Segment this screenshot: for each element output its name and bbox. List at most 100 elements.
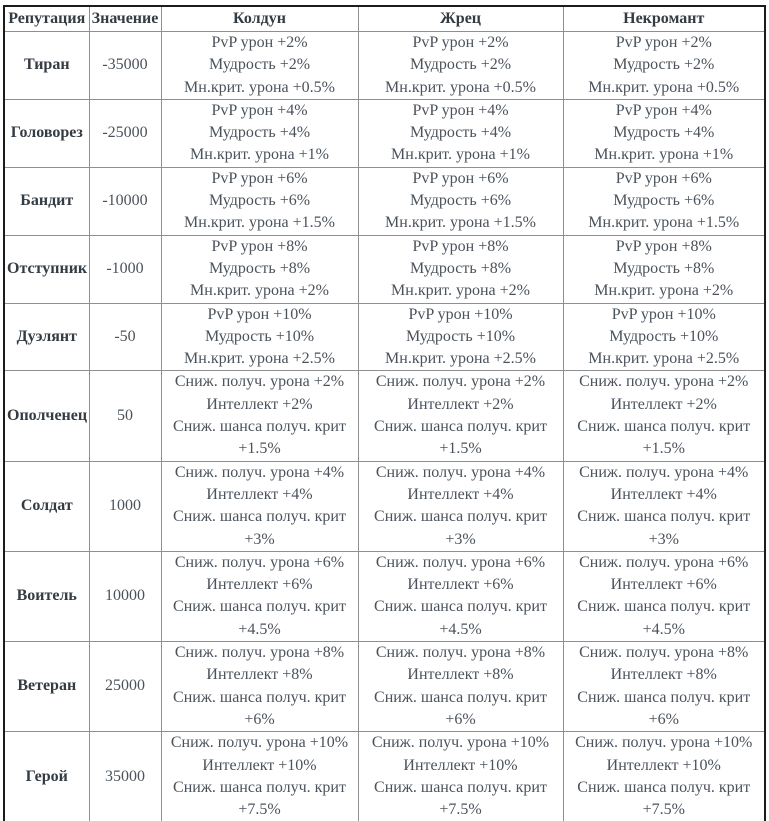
bonus-line: Интеллект +6% <box>407 576 514 594</box>
bonus-line: +3% <box>445 530 476 548</box>
bonus-line: Сниж. шанса получ. крит <box>173 418 346 436</box>
bonus-line: Сниж. получ. урона +2% <box>579 373 749 391</box>
class-bonus-cell: Сниж. получ. урона +10% Интеллект +10% Сни… <box>562 731 766 821</box>
class-bonus-cell: PvP урон +4% Мудрость +4% Мн.крит. урона +… <box>562 98 766 168</box>
bonus-line: Сниж. шанса получ. крит <box>577 598 751 616</box>
bonus-line: PvP урон +8% <box>412 237 509 255</box>
column-header: Некромант <box>562 5 766 32</box>
table-body: Тиран -35000 PvP урон +2% Мудрость +2% Мн.кр… <box>3 31 766 821</box>
bonus-line: PvP урон +4% <box>412 101 509 119</box>
bonus-line: Сниж. получ. урона +6% <box>375 553 546 571</box>
bonus-line: Мудрость +4% <box>613 124 715 142</box>
bonus-line: Мн.крит. урона +2.5% <box>385 350 536 368</box>
class-bonus-cell: PvP урон +8% Мудрость +8% Мн.крит. урона +… <box>160 234 359 304</box>
bonus-line: Мудрость +4% <box>409 124 512 142</box>
class-bonus-cell: PvP урон +6% Мудрость +6% Мн.крит. урона +… <box>357 166 564 236</box>
class-bonus-cell: Сниж. получ. урона +6% Интеллект +6% Сниж.… <box>357 550 564 643</box>
bonus-line: Мн.крит. урона +2.5% <box>588 350 740 368</box>
class-bonus-cell: PvP урон +2% Мудрость +2% Мн.крит. урона +… <box>562 31 766 100</box>
bonus-line: +4.5% <box>238 620 281 638</box>
table-row: Ветеран 25000 Сниж. получ. урона +8% Интелл… <box>3 641 766 733</box>
bonus-line: Мн.крит. урона +1.5% <box>385 214 536 232</box>
reputation-name: Отступник <box>3 234 90 304</box>
reputation-value: 35000 <box>88 731 162 821</box>
bonus-line: Мудрость +10% <box>609 327 719 345</box>
bonus-line: +1.5% <box>642 440 685 458</box>
class-bonus-cell: Сниж. получ. урона +4% Интеллект +4% Сниж.… <box>562 460 766 552</box>
bonus-line: Мудрость +8% <box>613 259 715 277</box>
column-header: Значение <box>88 5 162 32</box>
bonus-line: Мудрость +4% <box>208 124 311 142</box>
bonus-line: PvP урон +10% <box>611 305 716 323</box>
bonus-line: Сниж. получ. урона +4% <box>579 463 749 481</box>
class-bonus-cell: Сниж. получ. урона +10% Интеллект +10% Сни… <box>357 731 564 821</box>
class-bonus-cell: Сниж. получ. урона +2% Интеллект +2% Сниж.… <box>357 370 564 462</box>
bonus-line: +7.5% <box>439 801 482 819</box>
table-row: Воитель 10000 Сниж. получ. урона +6% Интелл… <box>3 550 766 643</box>
class-bonus-cell: Сниж. получ. урона +4% Интеллект +4% Сниж.… <box>357 460 564 552</box>
bonus-line: PvP урон +2% <box>615 34 712 51</box>
bonus-line: Интеллект +2% <box>206 395 313 413</box>
bonus-line: +1.5% <box>439 440 482 458</box>
bonus-line: Сниж. шанса получ. крит <box>173 598 346 616</box>
reputation-value: -50 <box>88 302 162 372</box>
reputation-table: Репутация Значение Колдун Жрец Некромант Тир… <box>3 5 766 821</box>
bonus-line: Мудрость +8% <box>208 259 311 277</box>
bonus-line: +3% <box>244 530 275 548</box>
class-bonus-cell: Сниж. получ. урона +6% Интеллект +6% Сниж.… <box>562 550 766 643</box>
bonus-line: PvP урон +2% <box>211 34 308 51</box>
bonus-line: Сниж. получ. урона +2% <box>375 373 546 391</box>
bonus-line: Интеллект +2% <box>407 395 514 413</box>
class-bonus-cell: Сниж. получ. урона +8% Интеллект +8% Сниж.… <box>562 641 766 733</box>
bonus-line: Интеллект +10% <box>606 756 721 774</box>
table-row: Дуэлянт -50 PvP урон +10% Мудрость +10% Мн.к… <box>3 302 766 372</box>
class-bonus-cell: Сниж. получ. урона +2% Интеллект +2% Сниж.… <box>562 370 766 462</box>
bonus-line: Мудрость +6% <box>613 192 715 210</box>
bonus-line: +6% <box>244 710 275 728</box>
class-bonus-cell: PvP урон +8% Мудрость +8% Мн.крит. урона +… <box>562 234 766 304</box>
bonus-line: Сниж. получ. урона +6% <box>579 553 749 571</box>
bonus-line: PvP урон +4% <box>615 101 712 119</box>
class-bonus-cell: Сниж. получ. урона +6% Интеллект +6% Сниж.… <box>160 550 359 643</box>
bonus-line: Сниж. шанса получ. крит <box>374 598 547 616</box>
bonus-line: Мн.крит. урона +1.5% <box>588 214 740 232</box>
bonus-line: Мудрость +2% <box>208 56 311 74</box>
bonus-line: Мн.крит. урона +0.5% <box>588 78 740 96</box>
bonus-line: Сниж. получ. урона +10% <box>371 734 550 752</box>
bonus-line: +6% <box>445 710 476 728</box>
bonus-line: Мудрость +2% <box>409 56 512 74</box>
bonus-line: Мн.крит. урона +1% <box>190 146 329 164</box>
bonus-line: Сниж. шанса получ. крит <box>173 688 346 706</box>
bonus-line: Интеллект +6% <box>610 576 717 594</box>
reputation-name: Воитель <box>3 550 90 643</box>
bonus-line: Сниж. получ. урона +10% <box>170 734 349 752</box>
bonus-line: Сниж. получ. урона +4% <box>375 463 546 481</box>
table-row: Ополченец 50 Сниж. получ. урона +2% Интелле… <box>3 370 766 462</box>
bonus-line: Интеллект +2% <box>610 395 717 413</box>
bonus-line: Сниж. шанса получ. крит <box>374 778 547 796</box>
bonus-line: Сниж. шанса получ. крит <box>173 778 346 796</box>
bonus-line: +7.5% <box>238 801 281 819</box>
bonus-line: Мн.крит. урона +1% <box>594 146 734 164</box>
class-bonus-cell: PvP урон +6% Мудрость +6% Мн.крит. урона +… <box>160 166 359 236</box>
bonus-line: PvP урон +6% <box>615 169 712 187</box>
bonus-line: Сниж. шанса получ. крит <box>577 688 751 706</box>
bonus-line: Мудрость +8% <box>409 259 512 277</box>
bonus-line: Мн.крит. урона +0.5% <box>385 78 536 96</box>
table-row: Тиран -35000 PvP урон +2% Мудрость +2% Мн.кр… <box>3 31 766 100</box>
bonus-line: Мн.крит. урона +2% <box>391 282 530 300</box>
class-bonus-cell: PvP урон +10% Мудрость +10% Мн.крит. урона… <box>160 302 359 372</box>
bonus-line: Мн.крит. урона +2.5% <box>184 350 335 368</box>
bonus-line: +6% <box>648 710 679 728</box>
bonus-line: PvP урон +8% <box>211 237 308 255</box>
bonus-line: +7.5% <box>642 801 685 819</box>
class-bonus-cell: PvP урон +6% Мудрость +6% Мн.крит. урона +… <box>562 166 766 236</box>
bonus-line: Мн.крит. урона +0.5% <box>184 78 335 96</box>
bonus-line: Мудрость +10% <box>405 327 516 345</box>
reputation-name: Тиран <box>3 31 90 100</box>
reputation-value: 50 <box>88 370 162 462</box>
column-header: Жрец <box>357 5 564 32</box>
bonus-line: +3% <box>648 530 679 548</box>
class-bonus-cell: PvP урон +8% Мудрость +8% Мн.крит. урона +… <box>357 234 564 304</box>
